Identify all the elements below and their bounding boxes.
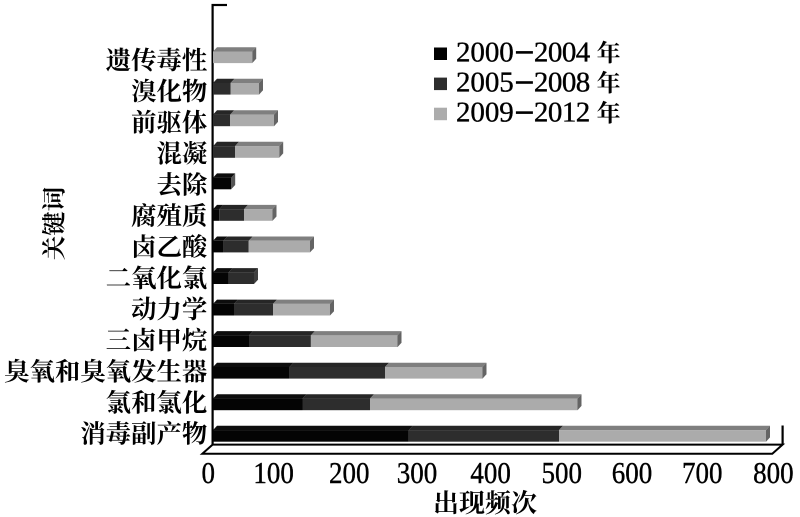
svg-text:700: 700 (682, 456, 722, 490)
svg-text:500: 500 (541, 456, 581, 490)
svg-text:2000: 2000 (456, 36, 514, 68)
svg-text:2008: 2008 (534, 66, 590, 98)
svg-text:2004: 2004 (534, 36, 591, 68)
svg-text:2005: 2005 (456, 66, 514, 98)
svg-text:0: 0 (201, 456, 214, 490)
svg-text:400: 400 (470, 456, 510, 490)
svg-text:200: 200 (329, 456, 369, 490)
svg-text:800: 800 (753, 456, 793, 490)
svg-text:600: 600 (612, 456, 652, 490)
svg-text:2012: 2012 (534, 97, 590, 129)
svg-text:2009: 2009 (456, 97, 514, 129)
svg-text:300: 300 (397, 456, 437, 490)
svg-text:100: 100 (253, 456, 293, 490)
